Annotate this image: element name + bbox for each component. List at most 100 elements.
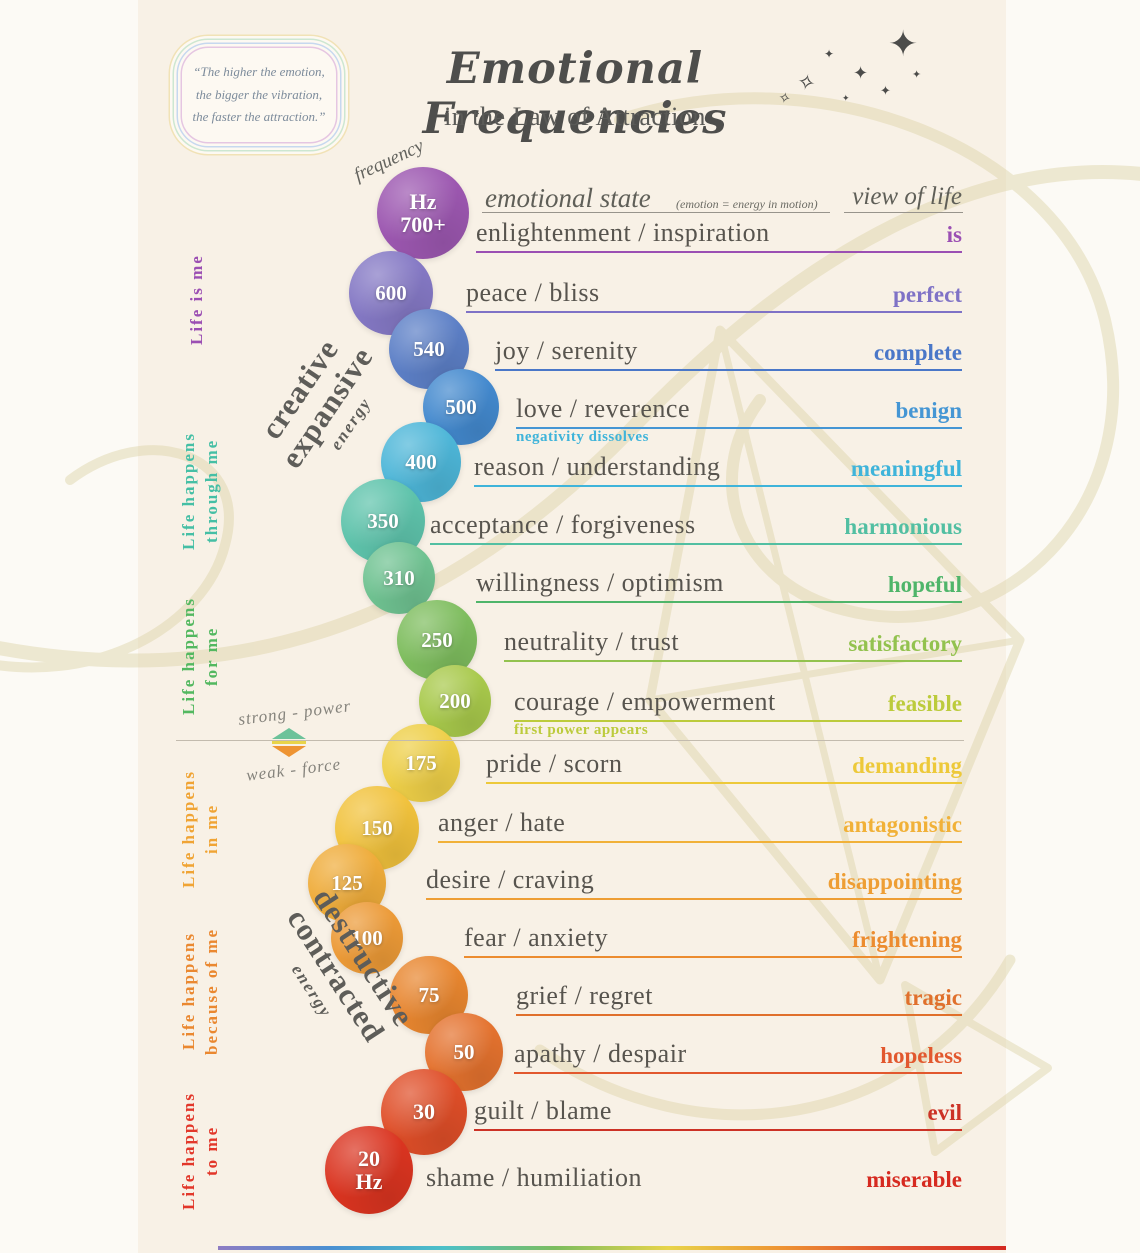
frequency-value: 350 xyxy=(367,508,399,533)
frequency-row: apathy / despair hopeless xyxy=(514,1028,962,1074)
frequency-row: grief / regret tragic xyxy=(516,970,962,1016)
frequency-row: enlightenment / inspiration is xyxy=(476,207,962,253)
emotion-label: pride / scorn xyxy=(486,749,623,778)
frequency-value: 20 xyxy=(358,1145,380,1171)
emotion-label: anger / hate xyxy=(438,808,566,837)
frequency-circle: 200 xyxy=(419,665,491,737)
frequency-circle: 250 xyxy=(397,600,477,680)
side-label-life-is-me: Life is me xyxy=(186,250,209,350)
view-of-life-value: frightening xyxy=(852,927,962,952)
poster-background xyxy=(138,0,1006,1253)
frequency-row: fear / anxiety frightening xyxy=(464,912,962,958)
view-of-life-value: hopeful xyxy=(887,572,962,597)
frequency-circle: 30 xyxy=(381,1069,467,1155)
sparkle-icon: ✦ xyxy=(853,63,869,83)
quote-line: the bigger the vibration, xyxy=(195,86,323,102)
frequency-circle: 175 xyxy=(382,724,460,802)
frequency-row: desire / craving disappointing xyxy=(426,854,962,900)
emotion-label: peace / bliss xyxy=(466,278,600,307)
strong-power-label: strong - power xyxy=(237,696,353,729)
frequency-circle: 75 xyxy=(390,956,468,1034)
view-of-life-header: view of life xyxy=(852,183,962,210)
sparkle-icon: ✦ xyxy=(880,83,891,98)
side-label-life-happens-because-of-me: Life happens because of me xyxy=(178,915,224,1067)
frequency-row: acceptance / forgiveness harmonious xyxy=(430,499,962,545)
emotion-label: guilt / blame xyxy=(474,1096,612,1125)
frequency-circle: 20 Hz xyxy=(325,1126,413,1214)
frequency-value: 500 xyxy=(445,394,477,419)
emotion-label: acceptance / forgiveness xyxy=(430,510,696,539)
sparkle-icon: ✦ xyxy=(824,47,835,61)
power-force-divider-line xyxy=(176,740,964,741)
sparkle-icon: ✦ xyxy=(912,69,922,81)
emotion-label: courage / empowerment xyxy=(514,687,776,716)
row-annotation: negativity dissolves xyxy=(516,429,649,445)
frequency-row: reason / understanding meaningful xyxy=(474,441,962,487)
emotion-label: apathy / despair xyxy=(514,1039,687,1068)
side-label-life-happens-through-me: Life happens through me xyxy=(178,415,224,567)
sparkle-icon: ✦ xyxy=(888,24,919,64)
emotional-state-header: emotional state xyxy=(485,183,651,213)
emotion-label: grief / regret xyxy=(516,981,653,1010)
frequency-value: 75 xyxy=(418,982,440,1007)
frequency-circle: 100 xyxy=(331,902,403,974)
frequency-row: love / reverence benign negativity disso… xyxy=(516,383,962,445)
frequency-circle: 540 xyxy=(389,309,469,389)
side-label-line: Life happens xyxy=(179,1092,198,1210)
side-label-line: Life happens xyxy=(179,432,198,550)
frequency-row: courage / empowerment feasible first pow… xyxy=(514,676,962,738)
frequency-value: 100 xyxy=(351,925,383,950)
side-label-life-happens-for-me: Life happens for me xyxy=(178,597,224,715)
view-of-life-value: miserable xyxy=(866,1167,962,1192)
view-of-life-value: perfect xyxy=(893,282,962,307)
frequency-value: 30 xyxy=(413,1099,435,1125)
frequency-row: willingness / optimism hopeful xyxy=(476,557,962,603)
view-of-life-value: benign xyxy=(895,398,962,423)
page-title: Emotional Frequencies xyxy=(422,44,728,144)
frequency-value: 310 xyxy=(383,565,415,590)
view-of-life-value: satisfactory xyxy=(848,631,962,656)
frequency-circle: 500 xyxy=(423,369,499,445)
side-label-line: in me xyxy=(201,803,221,855)
quote-box: “The higher the emotion, the bigger the … xyxy=(182,48,336,142)
frequency-row: anger / hate antagonistic xyxy=(438,797,962,843)
emotion-label: fear / anxiety xyxy=(464,923,609,952)
side-label-line: to me xyxy=(201,1125,221,1177)
emotion-label: willingness / optimism xyxy=(476,568,724,597)
emotion-label: joy / serenity xyxy=(495,336,638,365)
column-underline xyxy=(482,212,830,213)
side-label-line: Life happens xyxy=(179,597,198,715)
frequency-value: 150 xyxy=(361,815,393,840)
view-of-life-value: demanding xyxy=(852,753,962,778)
view-of-life-value: evil xyxy=(927,1100,963,1125)
view-of-life-value: tragic xyxy=(904,985,962,1010)
view-of-life-value: complete xyxy=(873,340,962,365)
sparkle-icon: ✦ xyxy=(842,93,850,103)
frequency-value: 175 xyxy=(405,750,437,775)
frequency-circle: Hz 700+ xyxy=(377,167,469,259)
emotion-label: desire / craving xyxy=(426,865,595,894)
frequency-row: joy / serenity complete xyxy=(495,325,962,371)
column-underline xyxy=(844,212,963,213)
frequency-row: pride / scorn demanding xyxy=(486,738,962,784)
side-label-line: Life is me xyxy=(187,254,206,346)
emotion-definition-note: (emotion = energy in motion) xyxy=(676,197,818,211)
weak-force-label: weak - force xyxy=(245,754,343,785)
frequency-circle: 600 xyxy=(349,251,433,335)
side-label-life-happens-in-me: Life happens in me xyxy=(178,766,224,892)
side-label-line: for me xyxy=(201,626,221,686)
quote-line: “The higher the emotion, xyxy=(193,63,325,79)
frequency-value: 125 xyxy=(331,870,363,895)
side-label-line: because of me xyxy=(201,927,221,1055)
hz-unit-label: Hz xyxy=(355,1169,383,1194)
side-label-line: through me xyxy=(201,438,221,544)
emotion-label: neutrality / trust xyxy=(504,627,680,656)
page-subtitle: in the Law of Attraction xyxy=(444,102,706,131)
view-of-life-value: antagonistic xyxy=(843,812,962,837)
view-of-life-value: feasible xyxy=(887,691,962,716)
sparkle-icon: ✧ xyxy=(794,68,818,97)
quote-line: the faster the attraction.” xyxy=(192,109,326,125)
side-label-life-happens-to-me: Life happens to me xyxy=(178,1085,224,1217)
